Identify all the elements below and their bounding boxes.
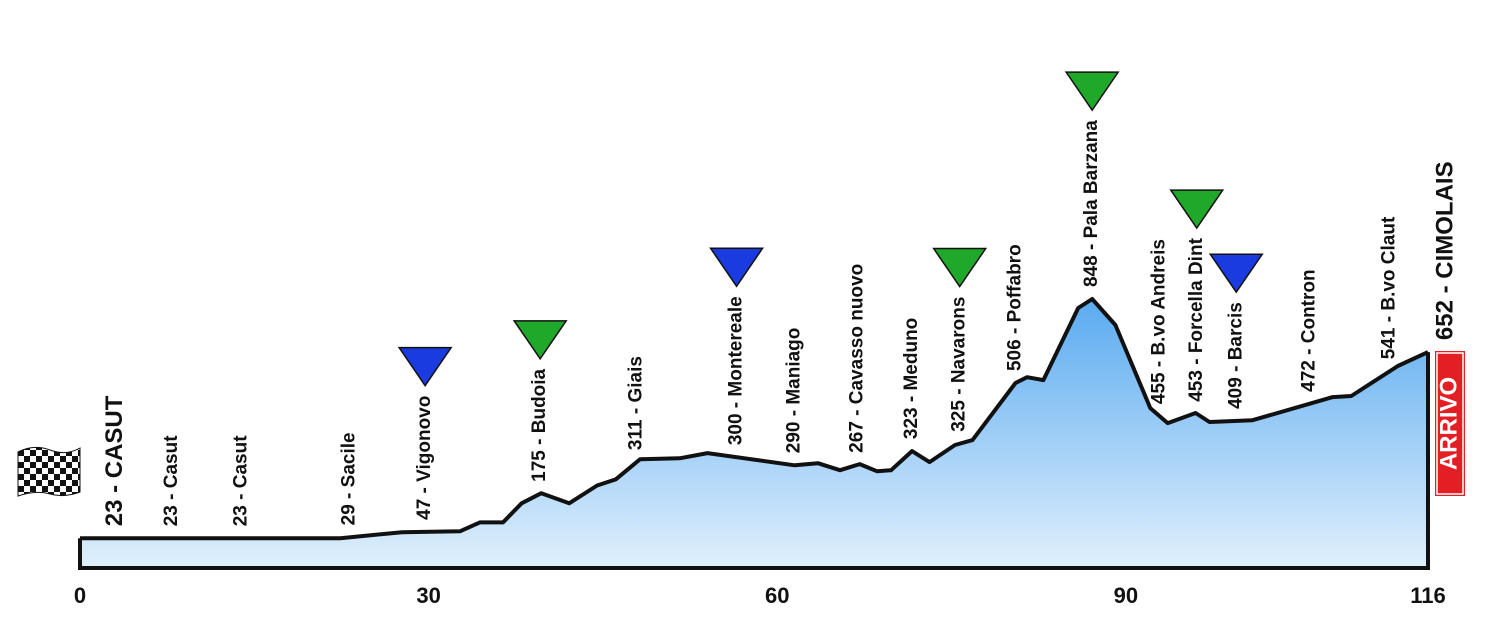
elevation-area — [80, 299, 1428, 568]
finish-label: ARRIVO — [1435, 377, 1462, 470]
place-label: 325 - Navarons — [949, 297, 970, 432]
place-label: 652 - CIMOLAIS — [1431, 161, 1458, 340]
x-tick-label: 90 — [1114, 583, 1138, 608]
start-flag — [17, 446, 81, 497]
place-label: 23 - Casut — [231, 435, 252, 526]
place-label: 453 - Forcella Dint — [1186, 237, 1207, 401]
place-label: 409 - Barcis — [1225, 302, 1246, 409]
place-label: 290 - Maniago — [784, 328, 805, 454]
marker-triangle — [932, 247, 988, 288]
place-label: 455 - B.vo Andreis — [1149, 239, 1170, 404]
marker-triangle — [1064, 71, 1120, 112]
marker-triangle — [1169, 189, 1225, 230]
place-label: 323 - Meduno — [901, 318, 922, 439]
place-label: 472 - Contron — [1298, 269, 1319, 391]
place-label: 300 - Montereale — [726, 296, 747, 445]
place-label: 311 - Giais — [626, 356, 647, 450]
place-label: 23 - Casut — [161, 435, 182, 526]
x-tick-label: 60 — [765, 583, 789, 608]
place-label: 506 - Poffabro — [1004, 244, 1025, 371]
place-label: 175 - Budoia — [529, 368, 550, 481]
elevation-line — [80, 297, 1429, 541]
place-label: 29 - Sacile — [339, 432, 360, 525]
x-tick-label: 116 — [1410, 583, 1446, 608]
x-tick-label: 0 — [74, 583, 86, 608]
marker-triangle — [512, 320, 568, 361]
place-label: 541 - B.vo Claut — [1379, 216, 1400, 359]
x-tick-label: 30 — [416, 583, 440, 608]
marker-triangle — [709, 247, 764, 288]
place-label: 47 - Vigonovo — [414, 396, 435, 520]
marker-triangle — [397, 346, 453, 387]
place-label: 267 - Cavasso nuovo — [846, 264, 867, 453]
marker-triangle — [1208, 253, 1264, 294]
finish-box — [1433, 349, 1467, 498]
finish-box-border — [1436, 352, 1464, 495]
place-label: 23 - CASUT — [101, 395, 128, 526]
place-label: 848 - Pala Barzana — [1081, 120, 1102, 287]
